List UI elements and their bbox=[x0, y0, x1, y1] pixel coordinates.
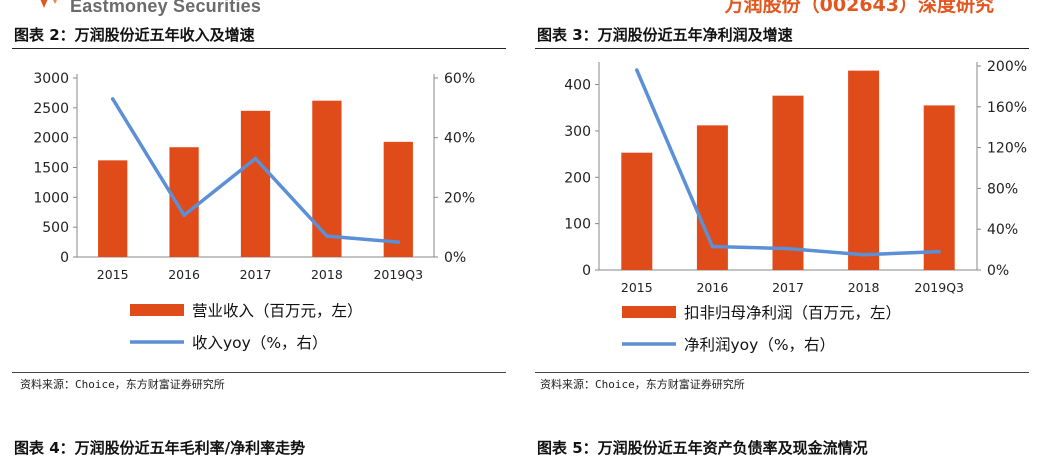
bar-2018 bbox=[848, 70, 880, 270]
right-axis-tick-label: 20% bbox=[444, 190, 475, 206]
right-axis-tick-label: 80% bbox=[987, 181, 1018, 197]
right-axis-tick-label: 160% bbox=[987, 100, 1027, 116]
left-axis-tick-label: 300 bbox=[564, 124, 591, 140]
panel-rule bbox=[12, 48, 506, 49]
legend-line-label: 净利润yoy（%，右） bbox=[684, 336, 835, 354]
bar-2018 bbox=[312, 100, 342, 257]
yoy-point-2016 bbox=[182, 213, 186, 218]
left-axis-tick-label: 200 bbox=[564, 170, 591, 186]
yoy-point-2018 bbox=[325, 234, 329, 238]
right-axis-tick-label: 0% bbox=[444, 250, 466, 266]
left-axis-tick-label: 2500 bbox=[33, 101, 69, 117]
bar-2019Q3 bbox=[923, 105, 955, 270]
source-rule bbox=[12, 372, 506, 373]
revenue-chart: 0 500 1000 1500 2000 2500 3000 0% 20% 40% 60% 2015 2… bbox=[33, 71, 475, 352]
right-axis-tick-label: 120% bbox=[987, 141, 1027, 157]
left-axis-tick-label: 1500 bbox=[33, 161, 69, 177]
legend-bar-swatch bbox=[130, 304, 184, 316]
right-axis-tick-label: 200% bbox=[987, 59, 1027, 75]
x-axis-tick-label: 2015 bbox=[621, 280, 653, 295]
right-axis-tick-label: 40% bbox=[987, 222, 1018, 238]
legend-line-label: 收入yoy（%，右） bbox=[192, 334, 328, 352]
bar-2017 bbox=[772, 95, 804, 270]
yoy-point-2015 bbox=[635, 68, 639, 72]
left-axis-tick-label: 500 bbox=[42, 220, 69, 236]
panel-rule bbox=[535, 48, 1029, 49]
eastmoney-logo-icon bbox=[40, 0, 57, 8]
bar-2019Q3 bbox=[383, 141, 413, 257]
bar-2015 bbox=[621, 152, 653, 270]
report-tag: 万润股份（002643）深度研究 bbox=[724, 0, 994, 16]
bar-2017 bbox=[240, 110, 271, 257]
panel-title-3: 图表 3：万润股份近五年净利润及增速 bbox=[537, 26, 793, 44]
left-axis-tick-label: 2000 bbox=[33, 131, 69, 147]
bar-2015 bbox=[98, 160, 128, 257]
bar-2016 bbox=[169, 147, 199, 257]
legend-bar-swatch bbox=[622, 306, 676, 318]
brand-name: Eastmoney Securities bbox=[70, 0, 262, 16]
x-axis-tick-label: 2018 bbox=[848, 280, 880, 295]
x-axis-tick-label: 2018 bbox=[311, 267, 343, 282]
yoy-point-2019Q3 bbox=[937, 249, 941, 254]
yoy-point-2017 bbox=[253, 156, 258, 161]
legend-bar-label: 扣非归母净利润（百万元，左） bbox=[684, 304, 901, 322]
panel-title-4: 图表 4：万润股份近五年毛利率/净利率走势 bbox=[14, 439, 306, 457]
x-axis-tick-label: 2016 bbox=[168, 267, 200, 282]
source-rule bbox=[535, 372, 1029, 373]
left-axis-tick-label: 0 bbox=[582, 263, 591, 279]
source-note: 资料来源：Choice，东方财富证券研究所 bbox=[20, 378, 225, 391]
panel-title-2: 图表 2：万润股份近五年收入及增速 bbox=[14, 26, 255, 44]
source-note: 资料来源：Choice，东方财富证券研究所 bbox=[540, 378, 745, 391]
x-axis-tick-label: 2017 bbox=[240, 267, 272, 282]
left-axis-tick-label: 100 bbox=[564, 217, 591, 233]
legend-bar-label: 营业收入（百万元，左） bbox=[192, 302, 363, 320]
x-axis-tick-label: 2019Q3 bbox=[373, 267, 423, 282]
right-axis-tick-label: 0% bbox=[987, 263, 1009, 279]
x-axis-tick-label: 2015 bbox=[97, 267, 129, 282]
yoy-point-2019Q3 bbox=[396, 240, 401, 244]
x-axis-tick-label: 2017 bbox=[772, 280, 804, 295]
yoy-point-2018 bbox=[861, 252, 866, 257]
panel-title-5: 图表 5：万润股份近五年资产负债率及现金流情况 bbox=[537, 439, 868, 457]
x-axis-tick-label: 2019Q3 bbox=[914, 280, 964, 295]
left-axis-tick-label: 3000 bbox=[33, 71, 69, 87]
right-axis-tick-label: 40% bbox=[444, 131, 475, 147]
right-axis-tick-label: 60% bbox=[444, 71, 475, 87]
yoy-point-2015 bbox=[110, 97, 115, 101]
net-profit-chart: 0 100 200 300 400 0% 40% 80% 120% 160% 200% 2015 201… bbox=[564, 59, 1027, 354]
left-axis-tick-label: 400 bbox=[564, 78, 591, 94]
yoy-point-2016 bbox=[710, 244, 715, 249]
yoy-point-2017 bbox=[786, 246, 790, 251]
left-axis-tick-label: 1000 bbox=[33, 190, 69, 206]
left-axis-tick-label: 0 bbox=[60, 250, 69, 266]
x-axis-tick-label: 2016 bbox=[696, 280, 728, 295]
